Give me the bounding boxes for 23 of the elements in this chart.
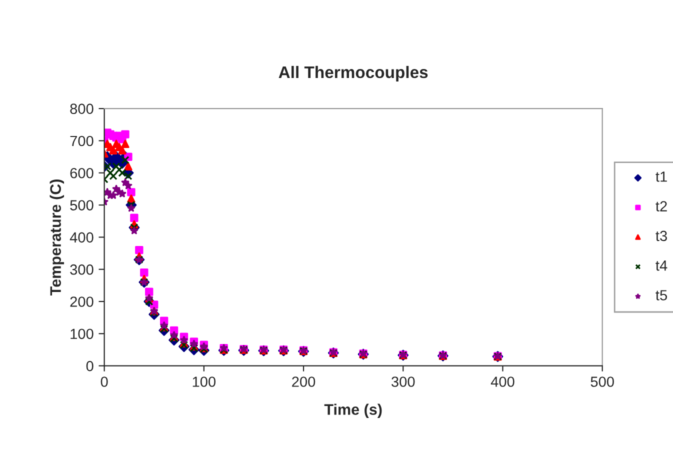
legend-label: t4: [656, 260, 668, 271]
x-tick-label: 400: [490, 376, 514, 387]
legend-label: t1: [656, 172, 667, 182]
x-axis-title: Time (s): [324, 404, 382, 418]
x-tick-label: 500: [590, 376, 614, 387]
y-tick-label: 500: [70, 200, 94, 210]
legend-label: t5: [656, 290, 667, 300]
y-tick-label: 700: [70, 136, 94, 146]
y-tick-label: 800: [70, 104, 94, 114]
y-tick-label: 200: [70, 296, 94, 307]
legend-label: t2: [656, 201, 667, 212]
x-tick-label: 300: [392, 376, 415, 387]
x-tick-label: 200: [292, 376, 316, 387]
y-tick-label: 100: [70, 328, 94, 340]
x-tick-label: 0: [100, 376, 108, 387]
y-axis-title: Temperature (C): [50, 180, 64, 296]
y-tick-label: 600: [70, 168, 94, 178]
legend-label: t3: [656, 230, 667, 242]
y-tick-label: 400: [70, 232, 94, 243]
y-tick-label: 300: [70, 264, 94, 275]
y-tick-label: 0: [86, 360, 94, 372]
x-tick-label: 100: [192, 376, 216, 387]
chart-title: All Thermocouples: [278, 66, 428, 82]
